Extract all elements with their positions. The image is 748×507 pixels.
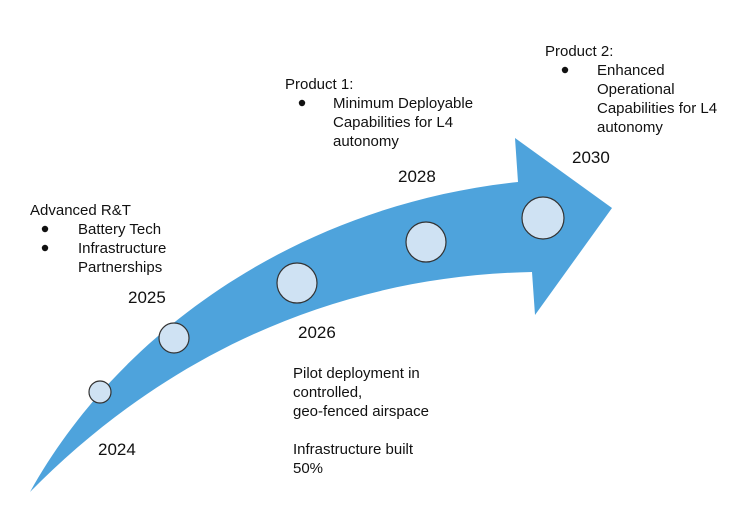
- note-text: Infrastructure built: [293, 441, 414, 458]
- milestone-dot: [276, 262, 318, 304]
- bullet-text: Minimum Deployable: [333, 95, 473, 112]
- milestone-year: 2026: [298, 323, 336, 342]
- bullet-text: Battery Tech: [78, 221, 161, 238]
- bullet-dot: [41, 244, 49, 252]
- bullet-text: Capabilities for L4: [597, 100, 717, 117]
- bullet-text: Capabilities for L4: [333, 114, 453, 131]
- milestone-year: 2024: [98, 440, 136, 459]
- bullet-text: Operational: [597, 81, 675, 98]
- milestone-dot: [88, 380, 112, 404]
- milestone-dots: [88, 196, 565, 404]
- milestone-dot: [158, 322, 190, 354]
- note-heading: Product 2:: [545, 43, 613, 60]
- note-heading: Advanced R&T: [30, 202, 131, 219]
- bullet-text: Partnerships: [78, 259, 162, 276]
- bullet-text: Infrastructure: [78, 240, 166, 257]
- milestone-dot: [521, 196, 565, 240]
- bullet-text: autonomy: [333, 133, 399, 150]
- bullet-dot: [41, 225, 49, 233]
- bullet-dot: [298, 99, 306, 107]
- note-text: Pilot deployment in: [293, 365, 420, 382]
- milestone-year: 2030: [572, 148, 610, 167]
- note-text: 50%: [293, 460, 323, 477]
- bullet-dot: [561, 66, 569, 74]
- note-text: geo-fenced airspace: [293, 403, 429, 420]
- note-text: controlled,: [293, 384, 362, 401]
- milestone-year: 2025: [128, 288, 166, 307]
- note-heading: Product 1:: [285, 76, 353, 93]
- bullet-text: Enhanced: [597, 62, 665, 79]
- timeline-arrow: [30, 138, 612, 492]
- milestone-dot: [405, 221, 447, 263]
- bullet-text: autonomy: [597, 119, 663, 136]
- milestone-year: 2028: [398, 167, 436, 186]
